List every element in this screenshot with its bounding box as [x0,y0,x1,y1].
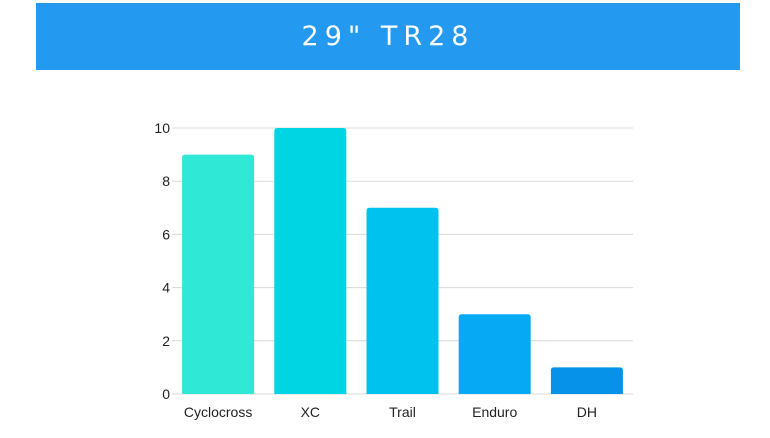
y-tick-label: 0 [162,386,170,402]
y-axis-ticks: 0 2 4 6 8 10 [154,120,170,402]
x-axis-ticks: Cyclocross XC Trail Enduro DH [184,404,597,420]
bar-dh [550,367,623,394]
x-tick-label: Trail [389,404,416,420]
y-tick-label: 4 [162,280,170,296]
x-tick-label: XC [301,404,320,420]
x-tick-label: Cyclocross [184,404,252,420]
title-banner: 29" TR28 [36,3,740,70]
bar-enduro [458,314,531,394]
bars [182,128,623,394]
x-tick-label: Enduro [472,404,517,420]
x-tick-label: DH [577,404,597,420]
y-tick-label: 8 [162,173,170,189]
chart-title: 29" TR28 [301,21,475,52]
y-tick-label: 6 [162,226,170,242]
bar-cyclocross [182,154,255,394]
bar-trail [366,207,439,394]
y-tick-label: 2 [162,333,170,349]
y-tick-label: 10 [154,120,170,136]
bar-xc [274,128,347,394]
